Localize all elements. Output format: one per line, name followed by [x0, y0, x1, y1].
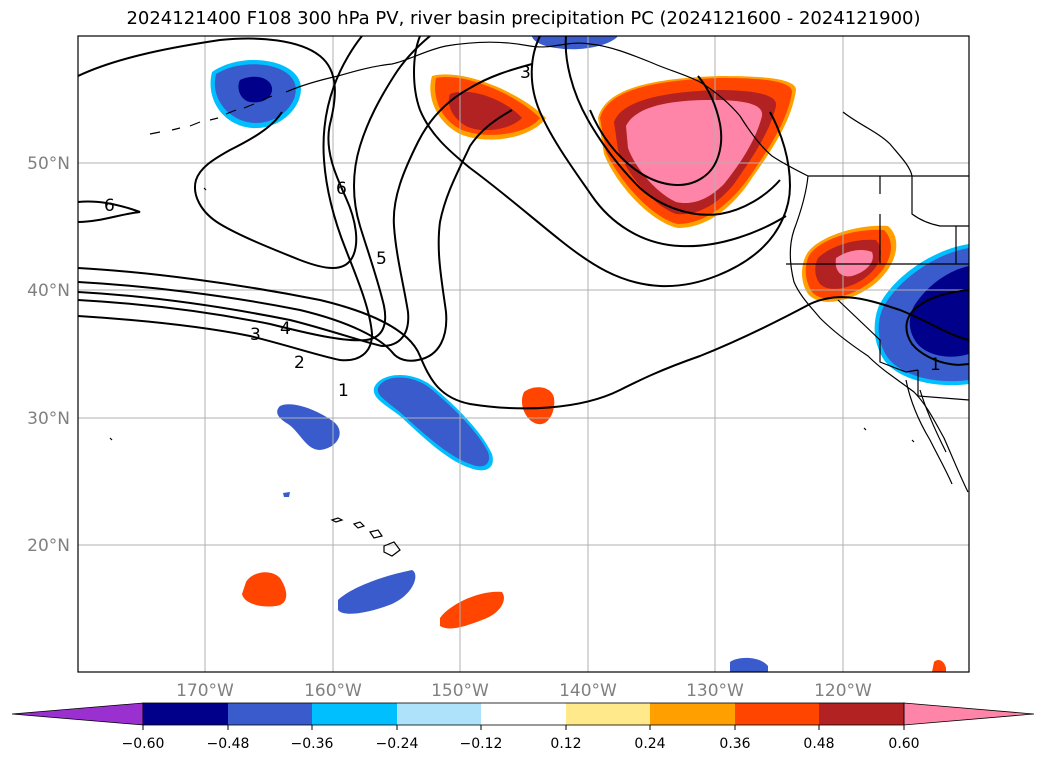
pv-label-3: 3: [250, 325, 261, 345]
map-frame: [77, 35, 970, 673]
pv-contour-2: [78, 109, 513, 362]
lat-label-40: 40°N: [27, 281, 70, 301]
lon-label-140w: 140°W: [559, 681, 617, 701]
map-title: 2024121400 F108 300 hPa PV, river basin …: [126, 8, 921, 29]
colorbar-tick-label: 0.24: [634, 736, 665, 752]
colorbar-tick-label: −0.24: [376, 736, 419, 752]
pv-label-1-east: 1: [930, 355, 941, 375]
precip-shading: [210, 36, 969, 672]
positive-anomaly-small: [521, 387, 555, 425]
colorbar-extend-high: [903, 702, 1035, 726]
colorbar-segment-2: [228, 703, 312, 725]
colorbar-tick-label: −0.36: [291, 736, 334, 752]
latitude-labels: 50°N 40°N 30°N 20°N: [27, 154, 70, 556]
colorbar-tick-label: −0.12: [460, 736, 503, 752]
colorbar-segment-5: [481, 703, 566, 725]
negative-anomaly-subtropical-fill: [377, 377, 490, 467]
positive-anomaly-south-west: [242, 572, 287, 607]
pv-contour-9: [564, 36, 781, 216]
colorbar-segment-8: [735, 703, 819, 725]
pv-label-6-west: 6: [104, 196, 115, 216]
colorbar-tick-label: 0.36: [719, 736, 750, 752]
colorbar-segment-9: [819, 703, 904, 725]
colorbar-segment-6: [566, 703, 650, 725]
colorbar-segment-4: [397, 703, 481, 725]
strong-positive-gulf: [448, 91, 522, 131]
negative-anomaly-south: [338, 570, 416, 614]
lon-label-130w: 130°W: [686, 681, 744, 701]
negative-anomaly-bottom: [730, 657, 768, 672]
lon-label-150w: 150°W: [431, 681, 489, 701]
lon-label-170w: 170°W: [176, 681, 234, 701]
pv-label-2: 2: [294, 353, 305, 373]
pv-label-1: 1: [338, 381, 349, 401]
pv-label-6: 6: [336, 179, 347, 199]
pv-contour-12: [905, 289, 969, 366]
colorbar-tick-label: 0.48: [803, 736, 834, 752]
lat-label-50: 50°N: [27, 154, 70, 174]
negative-anomaly-hawaii-nw: [277, 404, 340, 450]
colorbar-segment-1: [143, 703, 228, 725]
pv-label-3-north: 3: [520, 63, 531, 83]
positive-anomaly-south-east: [440, 591, 504, 629]
longitude-labels: 170°W 160°W 150°W 140°W 130°W 120°W: [176, 681, 872, 701]
pv-contour-8: [530, 36, 787, 248]
colorbar-tick-label: 0.12: [550, 736, 581, 752]
pv-contour-labels: 1 2 3 4 5 6 3 6 1: [104, 63, 941, 401]
lon-label-160w: 160°W: [304, 681, 362, 701]
colorbar-segment-3: [312, 703, 397, 725]
colorbar-frame: [142, 702, 905, 726]
positive-anomaly-bottom: [932, 660, 946, 672]
colorbar-tick-label: −0.48: [207, 736, 250, 752]
lat-label-20: 20°N: [27, 536, 70, 556]
coastlines: [109, 41, 969, 557]
pv-contour-7: [78, 37, 358, 269]
pv-contour-6: [78, 200, 141, 223]
pv-contour-11: [589, 75, 723, 186]
map-content: 1 2 3 4 5 6 3 6 1: [78, 36, 969, 672]
pv-contours: [78, 36, 969, 410]
negative-anomaly-tiny: [283, 492, 290, 497]
max-positive-bc: [626, 100, 763, 204]
pv-label-4: 4: [280, 319, 291, 339]
pv-contour-4: [78, 36, 431, 342]
colorbar: −0.60 −0.48 −0.36 −0.24 −0.12 0.12 0.24 …: [11, 702, 1035, 752]
pv-contour-1: [78, 267, 969, 410]
max-positive-california: [835, 250, 873, 277]
lon-label-120w: 120°W: [814, 681, 872, 701]
pv-label-5: 5: [376, 249, 387, 269]
pv-contour-10: [413, 36, 792, 288]
colorbar-extend-low: [11, 702, 144, 726]
lat-label-30: 30°N: [27, 409, 70, 429]
graticule: [78, 36, 969, 672]
colorbar-segment-7: [650, 703, 735, 725]
pv-contour-3: [78, 63, 533, 348]
strong-negative-aleutian: [238, 76, 273, 103]
pv-contour-5: [78, 36, 374, 362]
colorbar-tick-label: −0.60: [122, 736, 165, 752]
colorbar-tick-label: 0.60: [888, 736, 919, 752]
